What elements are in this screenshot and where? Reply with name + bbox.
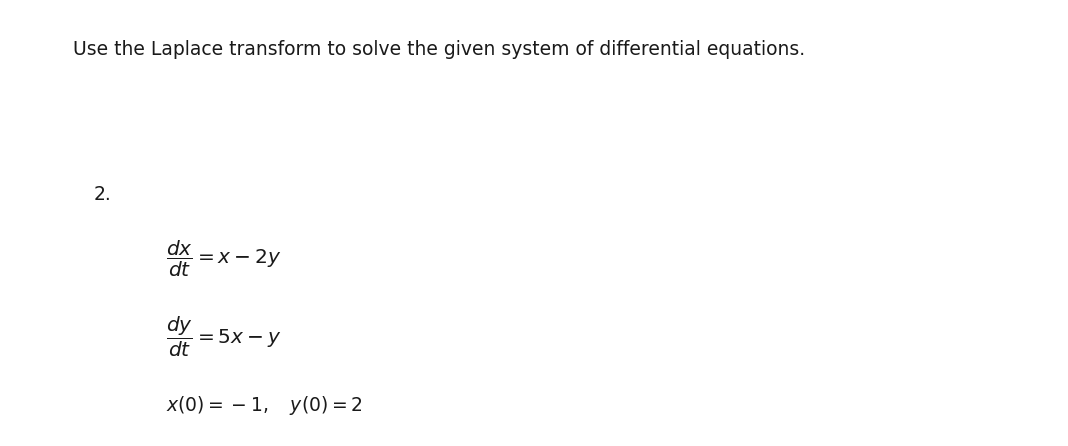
Text: Use the Laplace transform to solve the given system of differential equations.: Use the Laplace transform to solve the g… xyxy=(73,40,805,59)
Text: $\dfrac{dy}{dt} = 5x - y$: $\dfrac{dy}{dt} = 5x - y$ xyxy=(166,314,281,359)
Text: 2.: 2. xyxy=(94,185,112,203)
Text: $\dfrac{dx}{dt} = x - 2y$: $\dfrac{dx}{dt} = x - 2y$ xyxy=(166,239,281,279)
Text: $x(0) = -1, \quad y(0) = 2$: $x(0) = -1, \quad y(0) = 2$ xyxy=(166,394,362,417)
